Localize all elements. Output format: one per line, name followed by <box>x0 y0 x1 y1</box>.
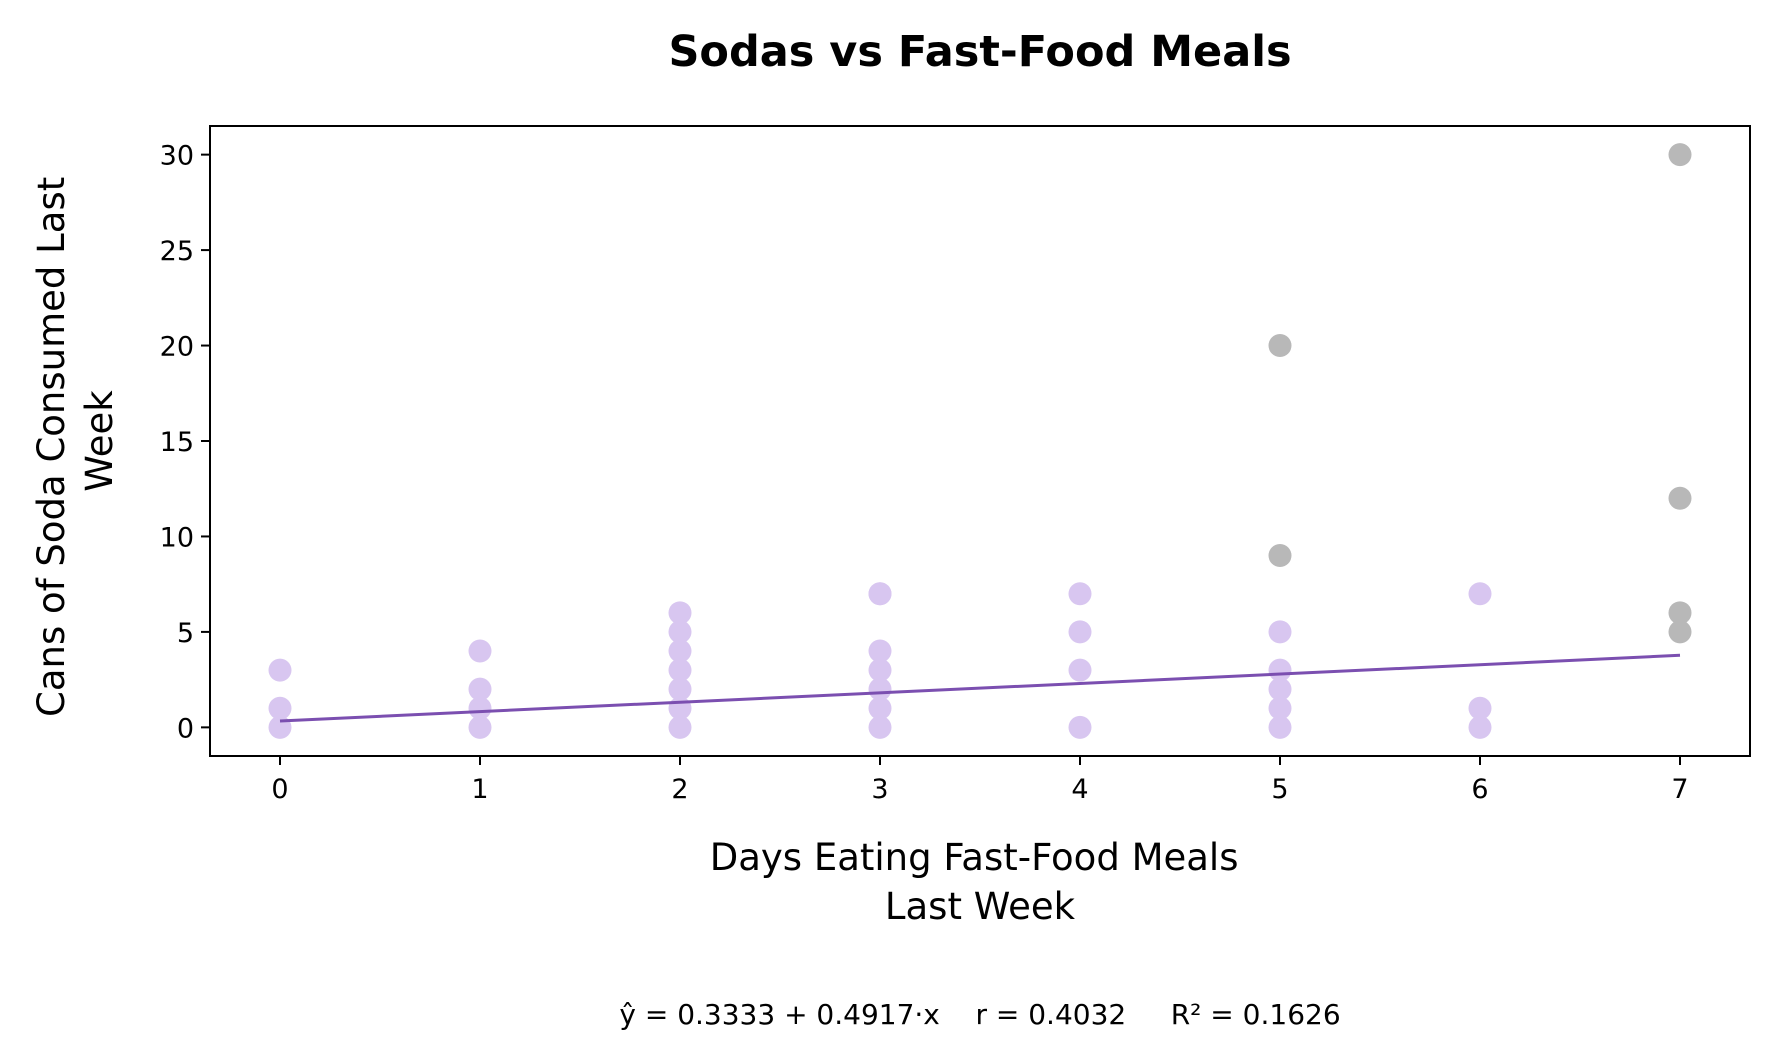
y-axis-label-line-1: Cans of Soda Consumed Last <box>30 177 73 717</box>
y-axis-label: Cans of Soda Consumed Last Week <box>30 165 121 717</box>
x-tick-label: 0 <box>271 774 288 805</box>
regression-line <box>279 653 1681 723</box>
data-point <box>868 582 892 606</box>
data-point <box>668 620 692 644</box>
y-tick-label: 10 <box>160 522 194 553</box>
data-point <box>468 677 492 701</box>
data-point <box>468 696 492 720</box>
data-point <box>1068 620 1092 644</box>
data-point <box>1468 715 1492 739</box>
data-point <box>868 715 892 739</box>
outlier-point <box>1668 601 1692 625</box>
data-point <box>468 715 492 739</box>
y-axis-label-line-2: Week <box>78 390 121 492</box>
outlier-point <box>1668 486 1692 510</box>
data-point <box>1468 582 1492 606</box>
data-point <box>1068 715 1092 739</box>
y-tick-label: 30 <box>160 141 194 172</box>
chart-title: Sodas vs Fast-Food Meals <box>668 27 1291 77</box>
data-point <box>668 715 692 739</box>
data-point <box>1468 696 1492 720</box>
x-axis-label-line-1: Days Eating Fast-Food Meals <box>710 836 1239 879</box>
y-tick-label: 20 <box>160 332 194 363</box>
x-axis-label: Days Eating Fast-Food Meals Last Week <box>710 836 1251 928</box>
data-point <box>1068 582 1092 606</box>
data-point <box>1268 658 1292 682</box>
data-point <box>668 639 692 663</box>
data-point <box>1268 715 1292 739</box>
data-point <box>868 658 892 682</box>
x-tick-label: 4 <box>1071 774 1088 805</box>
outlier-point <box>1268 334 1292 358</box>
data-point <box>668 677 692 701</box>
outlier-point <box>1668 143 1692 167</box>
x-tick-label: 3 <box>871 774 888 805</box>
data-point <box>1268 677 1292 701</box>
data-point <box>268 696 292 720</box>
x-tick-label: 7 <box>1671 774 1688 805</box>
y-tick-label: 5 <box>177 618 194 649</box>
fit-line <box>279 653 1681 723</box>
y-tick-label: 15 <box>160 427 194 458</box>
x-tick-label: 5 <box>1271 774 1288 805</box>
regression-annotation: ŷ = 0.3333 + 0.4917·x r = 0.4032 R² = 0.… <box>619 998 1340 1031</box>
y-tick-label: 25 <box>160 236 194 267</box>
data-point <box>468 639 492 663</box>
y-tick-label: 0 <box>177 713 194 744</box>
data-point <box>1068 658 1092 682</box>
data-point <box>868 639 892 663</box>
data-point <box>668 658 692 682</box>
data-point <box>868 696 892 720</box>
axis-ticks: 0 1 2 3 4 5 6 7 0 5 10 15 20 25 30 <box>160 141 1689 805</box>
data-point <box>1268 696 1292 720</box>
data-point <box>668 601 692 625</box>
data-points <box>268 143 1692 739</box>
outlier-point <box>1268 544 1292 568</box>
x-tick-label: 6 <box>1471 774 1488 805</box>
data-point <box>1268 620 1292 644</box>
x-axis-label-line-2: Last Week <box>885 885 1076 928</box>
outlier-point <box>1668 620 1692 644</box>
data-point <box>268 658 292 682</box>
data-point <box>868 677 892 701</box>
plot-frame <box>209 125 1751 757</box>
x-tick-label: 1 <box>471 774 488 805</box>
x-tick-label: 2 <box>671 774 688 805</box>
